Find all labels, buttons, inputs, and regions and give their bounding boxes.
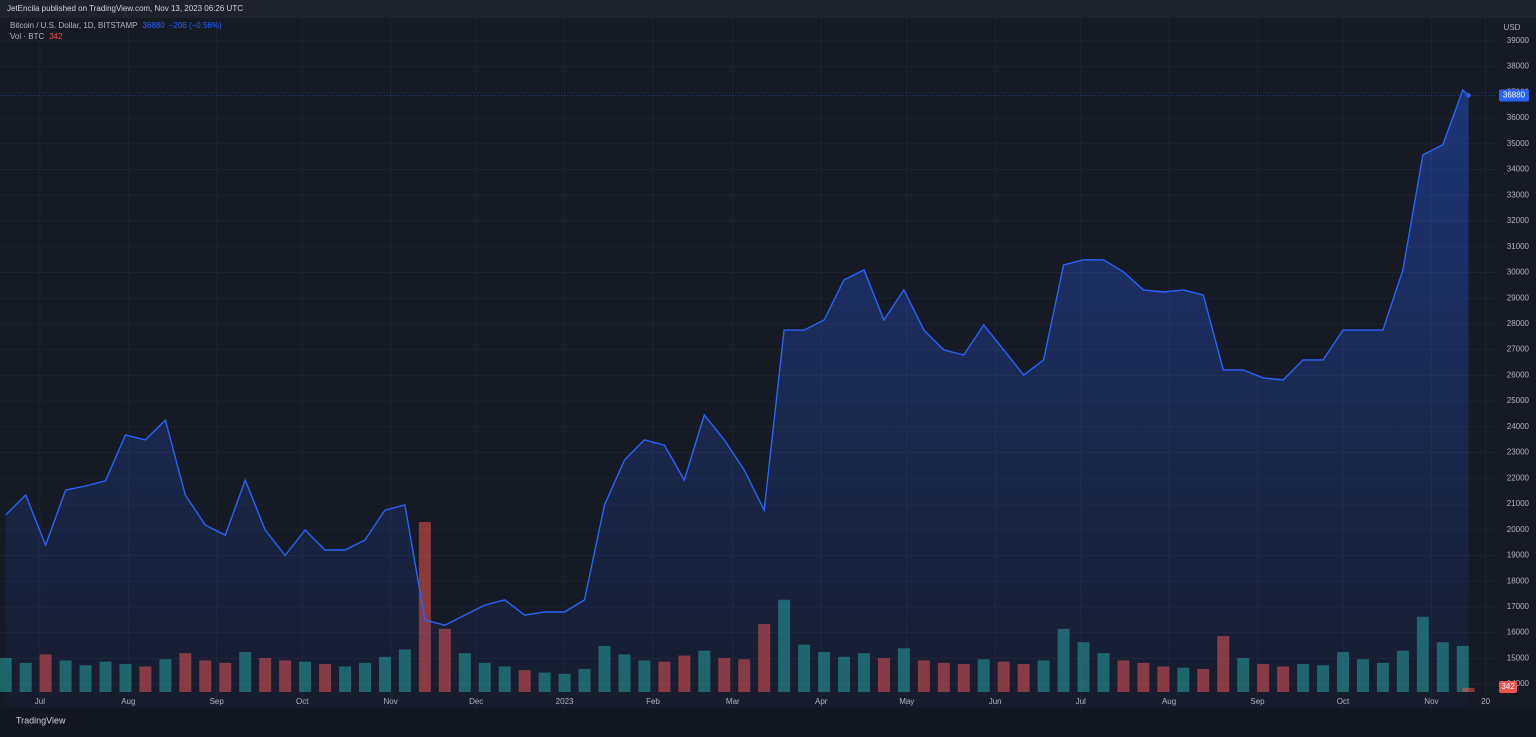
- last-point: [1466, 93, 1471, 98]
- price-axis: [1497, 18, 1536, 708]
- x-tick-label: 20: [1481, 697, 1490, 706]
- y-tick-label: 20000: [1507, 525, 1530, 534]
- x-tick-label: Feb: [646, 697, 660, 706]
- x-tick-label: Jul: [35, 697, 45, 706]
- x-tick-label: Nov: [1424, 697, 1438, 706]
- legend-title: Bitcoin / U.S. Dollar, 1D, BITSTAMP 36880…: [10, 21, 222, 30]
- y-tick-label: 31000: [1507, 242, 1530, 251]
- legend-symbol: Bitcoin / U.S. Dollar, 1D, BITSTAMP: [10, 21, 137, 30]
- x-tick-label: May: [899, 697, 914, 706]
- y-tick-label: 22000: [1507, 473, 1530, 482]
- y-tick-label: 33000: [1507, 190, 1530, 199]
- y-tick-label: 30000: [1507, 268, 1530, 277]
- x-tick-label: Aug: [121, 697, 135, 706]
- y-tick-label: 19000: [1507, 551, 1530, 560]
- legend-volume-name: Vol · BTC: [10, 32, 44, 41]
- y-tick-label: 15000: [1507, 653, 1530, 662]
- y-tick-label: 34000: [1507, 165, 1530, 174]
- y-axis-label: USD: [1504, 23, 1521, 32]
- y-tick-label: 24000: [1507, 422, 1530, 431]
- y-tick-label: 14000: [1507, 679, 1530, 688]
- volume-badge-label: 342: [1501, 682, 1515, 691]
- legend-volume-value: 342: [49, 32, 63, 41]
- x-tick-label: Jun: [989, 697, 1002, 706]
- y-tick-label: 21000: [1507, 499, 1530, 508]
- footer-bar: [0, 708, 1536, 732]
- y-tick-label: 29000: [1507, 293, 1530, 302]
- price-badge-label: 36880: [1503, 91, 1526, 100]
- x-tick-label: Dec: [469, 697, 483, 706]
- y-tick-label: 35000: [1507, 139, 1530, 148]
- price-line: [5, 88, 1469, 626]
- x-tick-label: Jul: [1076, 697, 1086, 706]
- x-tick-label: 2023: [556, 697, 574, 706]
- y-tick-label: 27000: [1507, 345, 1530, 354]
- legend-volume: Vol · BTC 342: [10, 32, 63, 41]
- price: [0, 88, 1497, 708]
- legend-change: −206 (−0.56%): [169, 21, 222, 30]
- x-tick-label: Sep: [1250, 697, 1265, 706]
- publish-info: JetEncila published on TradingView.com, …: [7, 4, 243, 13]
- x-tick-label: Oct: [296, 697, 309, 706]
- x-tick-label: Nov: [384, 697, 398, 706]
- y-tick-label: 28000: [1507, 319, 1530, 328]
- y-tick-label: 23000: [1507, 448, 1530, 457]
- y-tick-label: 38000: [1507, 62, 1530, 71]
- brand: TradingView: [16, 715, 66, 725]
- y-tick-label: 26000: [1507, 370, 1530, 379]
- x-tick-label: Aug: [1162, 697, 1176, 706]
- y-tick-label: 32000: [1507, 216, 1530, 225]
- volume-badge: [1499, 681, 1517, 693]
- x-tick-label: Mar: [726, 697, 740, 706]
- volume-bar: [418, 522, 431, 692]
- top-bar: [0, 0, 1536, 18]
- y-tick-label: 36000: [1507, 113, 1530, 122]
- price-area: [5, 90, 1469, 708]
- legend-price: 36880: [142, 21, 165, 30]
- price-badge: [1499, 89, 1529, 102]
- y-tick-label: 17000: [1507, 602, 1530, 611]
- labels: 14000 15000 16000 17000 18000 19000 20000 21000…: [10, 21, 1530, 706]
- x-tick-label: Apr: [815, 697, 828, 706]
- y-tick-label: 39000: [1507, 36, 1530, 45]
- y-tick-label: 16000: [1507, 628, 1530, 637]
- y-tick-label: 18000: [1507, 576, 1530, 585]
- y-tick-label: 25000: [1507, 396, 1530, 405]
- x-tick-label: Sep: [210, 697, 225, 706]
- x-tick-label: Oct: [1337, 697, 1350, 706]
